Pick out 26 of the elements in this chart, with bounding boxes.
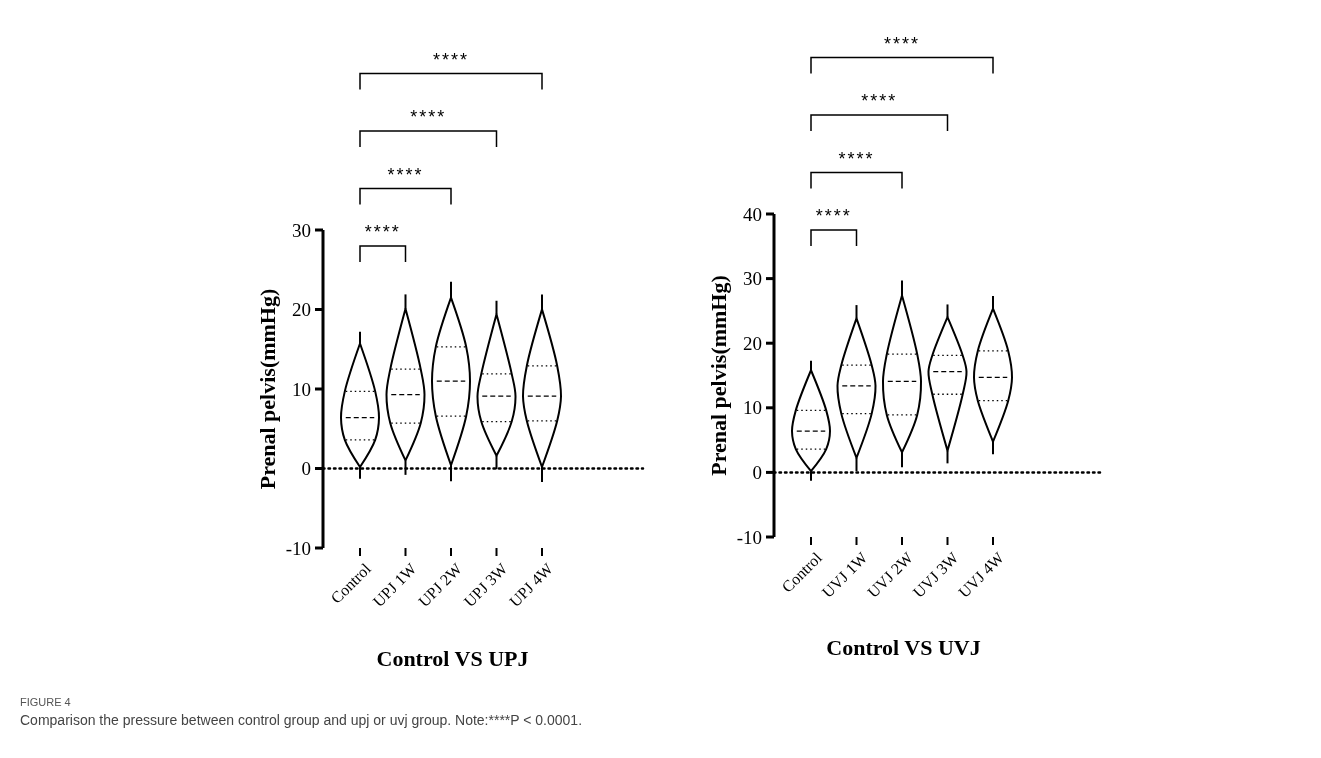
y-tick-label: 10 <box>292 378 311 400</box>
x-axis-title: Control VS UPJ <box>376 646 529 671</box>
annotation: **** <box>364 222 401 242</box>
annotation: **** <box>815 206 852 226</box>
y-tick-label: 30 <box>292 219 311 241</box>
y-tick-label: 40 <box>743 203 762 225</box>
y-axis-title: Prenal pelvis(mmHg) <box>255 288 280 490</box>
text: **** <box>883 33 921 54</box>
text: Comparison the pressure between control group and upj or uvj group. Note:****P < 0.0001. <box>20 712 583 728</box>
y-axis-title: Prenal pelvis(mmHg) <box>706 275 731 476</box>
caption: FIGURE 4 <box>20 696 71 708</box>
text: **** <box>861 91 898 111</box>
y-tick-label: -10 <box>736 526 762 548</box>
text: **** <box>432 49 470 70</box>
y-tick-label: 0 <box>752 462 762 484</box>
x-axis-title: Control VS UVJ <box>826 635 981 660</box>
y-tick-label: 10 <box>743 397 762 419</box>
y-tick-label: -10 <box>285 537 311 559</box>
y-tick-label: 20 <box>292 299 311 321</box>
x-tick-label: UPJ 4W <box>505 559 557 611</box>
text: **** <box>387 164 424 185</box>
y-tick-label: 0 <box>301 458 311 480</box>
text: **** <box>410 107 447 127</box>
text: **** <box>838 148 875 169</box>
y-tick-label: 30 <box>743 268 762 290</box>
y-tick-label: 20 <box>743 332 762 354</box>
